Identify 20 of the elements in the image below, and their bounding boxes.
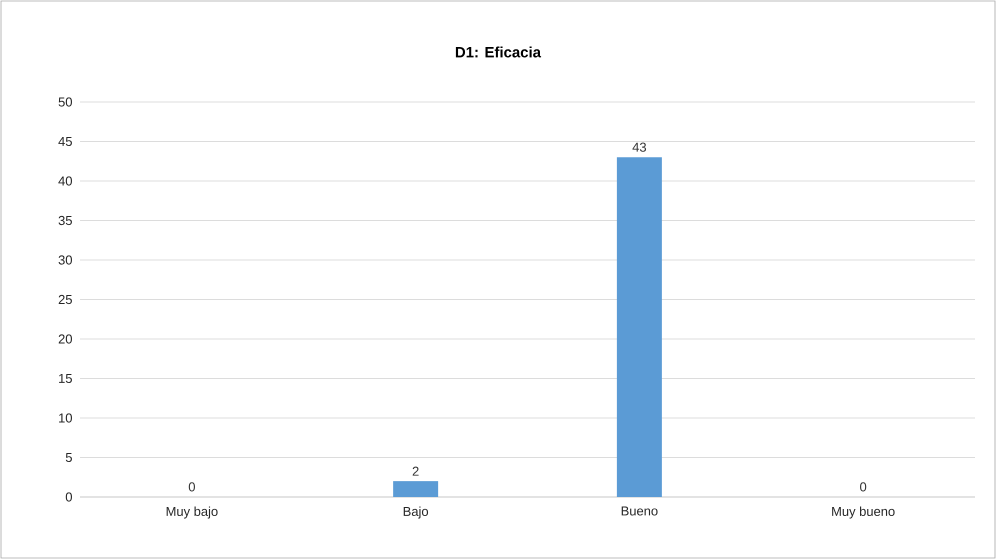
- x-tick-label: Bajo: [404, 506, 428, 519]
- y-tick-label: 0: [66, 492, 72, 502]
- y-tick-label: 30: [58, 255, 72, 265]
- y-tick-label: 35: [58, 216, 72, 226]
- y-tick-label: 50: [58, 97, 72, 107]
- data-label: 0: [860, 482, 866, 492]
- y-tick-label: 10: [59, 413, 72, 423]
- x-tick-label: Muy bajo: [166, 506, 218, 519]
- y-tick-label: 5: [66, 452, 72, 462]
- y-tick-label: 40: [58, 176, 72, 186]
- y-tick-label: 25: [58, 294, 72, 304]
- y-tick-label: 20: [58, 334, 72, 344]
- x-tick-label: Bueno: [622, 506, 658, 516]
- x-tick-label: Muy bueno: [832, 506, 895, 519]
- data-label: 43: [632, 142, 646, 152]
- data-label: 2: [412, 466, 419, 476]
- y-tick-label: 45: [58, 136, 72, 146]
- y-tick-label: 15: [59, 374, 72, 383]
- data-label: 0: [188, 482, 195, 492]
- chart-title: D1: Eficacia: [456, 46, 542, 58]
